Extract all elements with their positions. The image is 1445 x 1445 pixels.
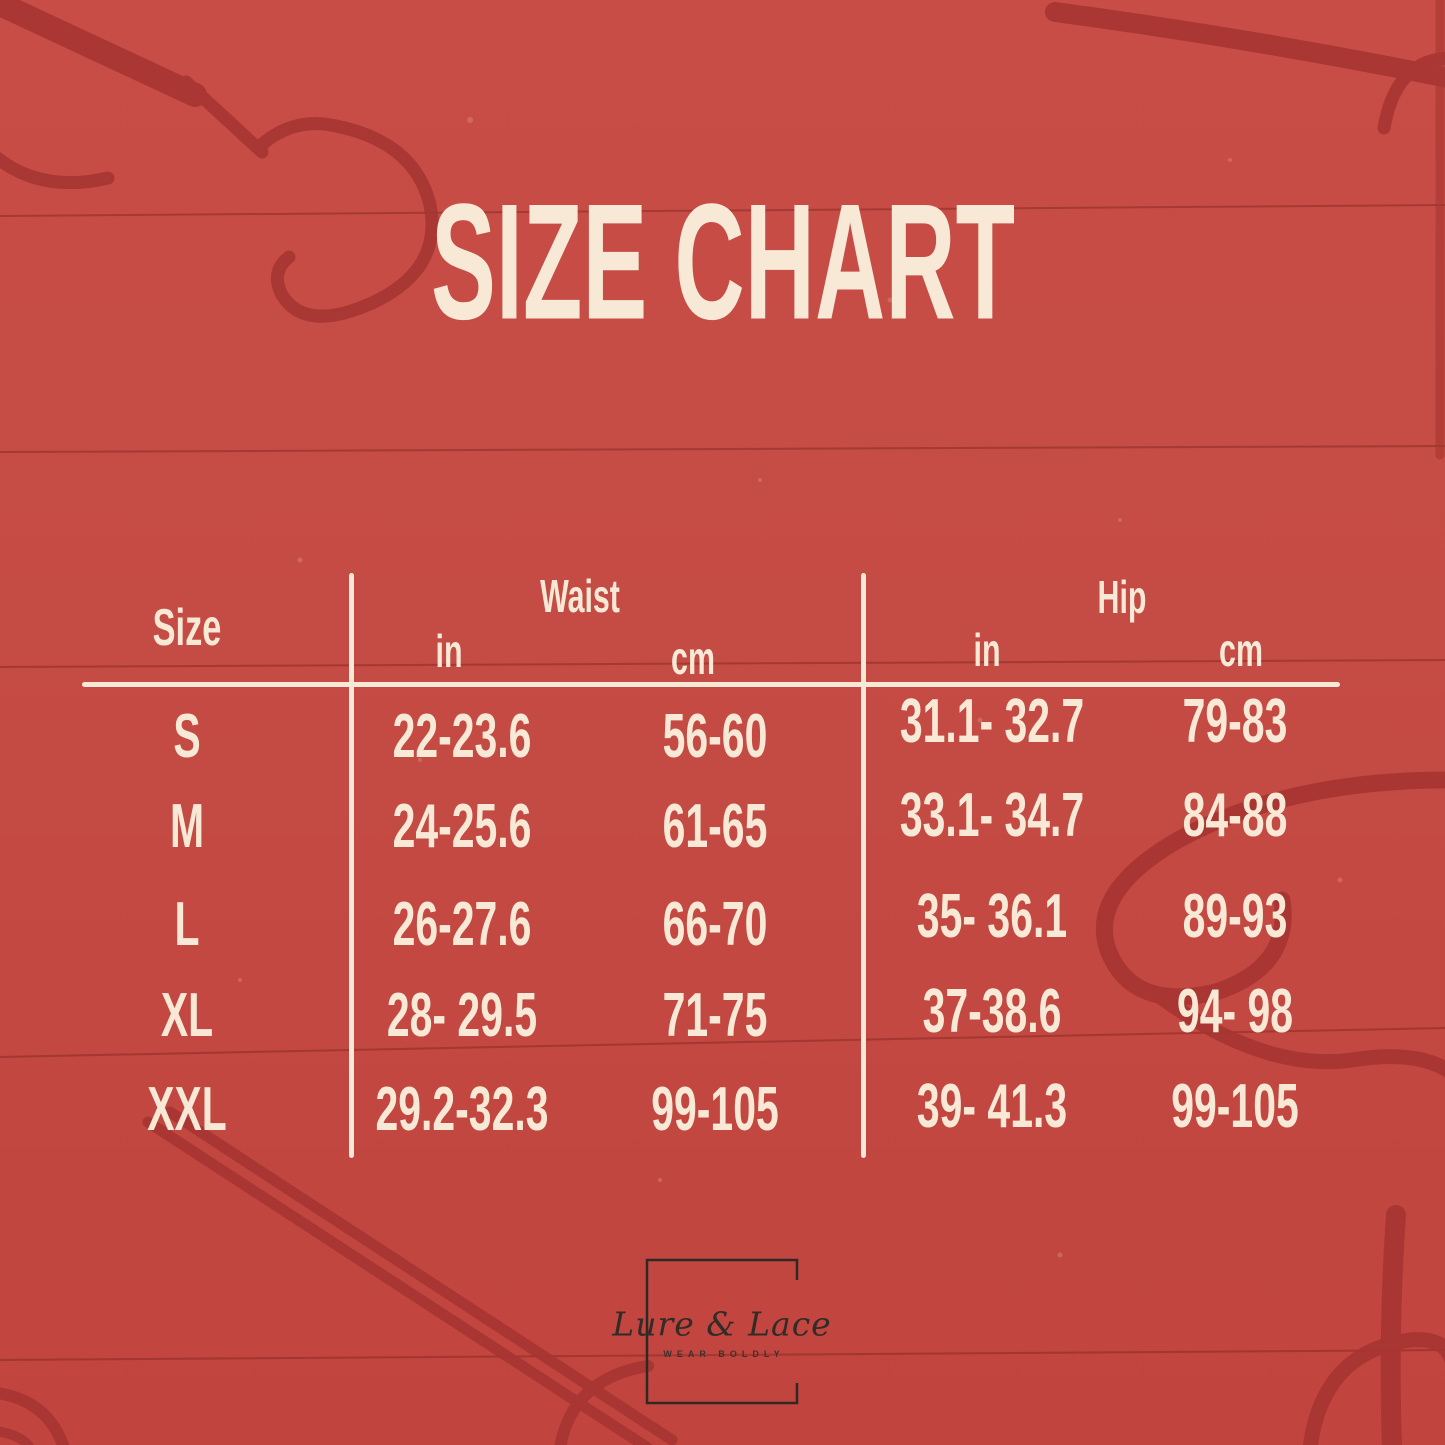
cell-waist-cm: 71-75: [636, 985, 795, 1047]
brand-name: Lure & Lace: [612, 1304, 832, 1344]
brand-tagline: WEAR BOLDLY: [663, 1349, 785, 1359]
cell-hip-in: 39- 41.3: [878, 1076, 1106, 1138]
cell-hip-cm-text: 99-105: [1171, 1072, 1299, 1141]
cell-waist-cm-text: 99-105: [651, 1075, 779, 1144]
cell-waist-cm: 61-65: [636, 796, 795, 858]
logo-frame: [645, 1258, 799, 1405]
table-divider-vertical-hip: [861, 573, 866, 1158]
cell-size-text: L: [174, 890, 200, 959]
table-divider-horizontal: [82, 682, 1340, 687]
header-hip-cm-text: cm: [1219, 624, 1263, 676]
header-size: Size: [135, 602, 239, 654]
cell-hip-in: 35- 36.1: [878, 886, 1106, 948]
cell-waist-in: 28- 29.5: [348, 985, 576, 1047]
cell-hip-cm-text: 79-83: [1182, 687, 1288, 756]
cell-hip-in-text: 31.1- 32.7: [899, 687, 1085, 756]
cell-waist-in: 22-23.6: [357, 706, 567, 768]
cell-waist-cm-text: 61-65: [662, 792, 768, 861]
cell-hip-in-text: 33.1- 34.7: [899, 781, 1085, 850]
cell-waist-cm: 66-70: [636, 894, 795, 956]
cell-waist-cm: 99-105: [618, 1079, 811, 1141]
cell-waist-in-text: 29.2-32.3: [375, 1075, 549, 1144]
cell-waist-in: 29.2-32.3: [331, 1079, 593, 1141]
header-hip-text: Hip: [1097, 571, 1147, 623]
page-title-text: SIZE CHART: [430, 169, 1015, 354]
cell-size: M: [161, 796, 213, 858]
header-hip-in-text: in: [973, 624, 1001, 676]
cell-hip-cm: 89-93: [1156, 886, 1315, 948]
header-waist-in-text: in: [435, 625, 463, 677]
header-waist: Waist: [520, 573, 641, 619]
cell-size: S: [166, 706, 207, 768]
cell-hip-in-text: 39- 41.3: [916, 1072, 1068, 1141]
cell-waist-cm: 56-60: [636, 706, 795, 768]
dust-speckles: [238, 117, 1343, 1258]
cell-hip-in: 31.1- 32.7: [852, 691, 1131, 753]
cell-size-text: M: [169, 792, 205, 861]
cell-hip-in-text: 35- 36.1: [916, 882, 1068, 951]
page-title: SIZE CHART: [228, 169, 1218, 354]
header-waist-in: in: [429, 628, 470, 674]
header-size-text: Size: [152, 599, 222, 657]
cell-size: XL: [147, 985, 226, 1047]
cell-waist-cm-text: 66-70: [662, 890, 768, 959]
cell-hip-cm: 79-83: [1156, 691, 1315, 753]
cell-size-text: XL: [160, 981, 214, 1050]
header-waist-cm: cm: [660, 635, 726, 681]
cell-hip-in: 33.1- 34.7: [852, 785, 1131, 847]
cell-hip-in: 37-38.6: [887, 981, 1097, 1043]
header-hip-cm: cm: [1208, 627, 1274, 673]
cell-waist-cm-text: 71-75: [662, 981, 768, 1050]
header-waist-cm-text: cm: [671, 632, 715, 684]
cell-size: XXL: [127, 1079, 248, 1141]
cell-hip-cm-text: 94- 98: [1176, 977, 1294, 1046]
header-hip: Hip: [1085, 574, 1159, 620]
cell-waist-in: 24-25.6: [357, 796, 567, 858]
header-hip-in: in: [967, 627, 1008, 673]
cell-hip-cm-text: 84-88: [1182, 781, 1288, 850]
cell-hip-in-text: 37-38.6: [922, 977, 1062, 1046]
cell-size: L: [168, 894, 206, 956]
cell-hip-cm: 84-88: [1156, 785, 1315, 847]
cell-waist-in-text: 28- 29.5: [386, 981, 538, 1050]
table-divider-vertical-waist: [349, 573, 354, 1158]
header-waist-text: Waist: [540, 570, 620, 622]
cell-waist-in-text: 24-25.6: [392, 792, 532, 861]
cell-waist-in: 26-27.6: [357, 894, 567, 956]
cell-hip-cm: 94- 98: [1147, 981, 1323, 1043]
cell-size-text: S: [173, 702, 201, 771]
cell-hip-cm: 99-105: [1138, 1076, 1331, 1138]
cell-waist-in-text: 26-27.6: [392, 890, 532, 959]
cell-waist-cm-text: 56-60: [662, 702, 768, 771]
cell-hip-cm-text: 89-93: [1182, 882, 1288, 951]
cell-waist-in-text: 22-23.6: [392, 702, 532, 771]
cell-size-text: XXL: [147, 1075, 227, 1144]
